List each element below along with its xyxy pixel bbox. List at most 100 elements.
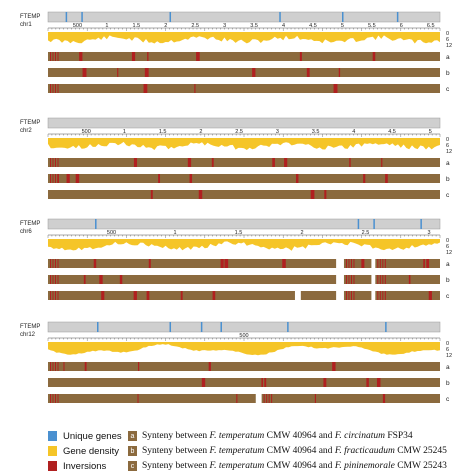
inversion-mark [137, 362, 140, 371]
inversion-mark [353, 259, 355, 268]
density-scale-label: 0 [446, 31, 449, 37]
comparison-row-label: b [446, 380, 450, 387]
inversion-mark [137, 394, 139, 403]
inversion-mark [57, 52, 59, 61]
inversion-mark [314, 394, 317, 403]
ruler-tick-label: 4 [352, 129, 355, 135]
inversion-mark [50, 174, 51, 183]
synteny-block [48, 158, 440, 167]
ruler-tick-label: 2.5 [191, 23, 199, 29]
ruler-tick-label: 5.5 [368, 23, 376, 29]
inversion-mark [377, 291, 379, 300]
inversion-mark [50, 362, 51, 371]
comparison-row-label: a [446, 261, 450, 268]
position-track [47, 321, 441, 333]
unique-gene-mark [373, 219, 375, 229]
inversion-mark [52, 174, 54, 183]
comparison-row-label: c [446, 192, 450, 199]
inversion-mark [379, 291, 381, 300]
inversion-mark [148, 259, 151, 268]
unique-gene-mark [200, 322, 203, 332]
density-scale-label: 12 [446, 250, 452, 256]
comparison-row-label: b [446, 176, 450, 183]
density-scale-label: 12 [446, 353, 452, 359]
inversion-mark [52, 291, 54, 300]
inversion-mark [282, 259, 286, 268]
chromosome-name-line1: FTEMP [20, 14, 40, 20]
inversion-mark [57, 291, 59, 300]
density-scale-label: 6 [446, 244, 449, 250]
comparison-row-label: a [446, 54, 450, 61]
ruler-tick-label: 1.5 [159, 129, 167, 135]
synteny-block [48, 362, 440, 371]
gene-density-area [48, 138, 440, 150]
unique-gene-mark [169, 322, 172, 332]
unique-gene-mark [97, 322, 99, 332]
inversion-mark [263, 394, 265, 403]
comparison-row-label: a [446, 160, 450, 167]
inversion-mark [384, 259, 386, 268]
inversion-mark [84, 362, 87, 371]
inversion-mark [187, 158, 192, 167]
ruler-tick-label: 4.5 [309, 23, 317, 29]
inversion-mark [196, 52, 200, 61]
inversion-mark [99, 275, 103, 284]
inversion-mark [133, 158, 138, 167]
inversion-mark [75, 174, 79, 183]
inversion-mark [55, 259, 56, 268]
inversion-mark [52, 275, 54, 284]
inversion-mark [366, 378, 369, 387]
inversion-mark [212, 291, 216, 300]
inversion-mark [194, 84, 196, 93]
inversion-mark [382, 394, 386, 403]
inversion-mark [57, 84, 59, 93]
inversion-mark [57, 394, 59, 403]
ruler-tick-label: 2 [164, 23, 167, 29]
inversion-mark [55, 174, 56, 183]
inversion-mark [57, 158, 59, 167]
inversion-mark [55, 52, 56, 61]
inversion-mark [57, 174, 59, 183]
gene-density-area [48, 239, 440, 251]
inversion-mark [52, 84, 54, 93]
inversion-mark [382, 291, 384, 300]
inversion-mark [52, 394, 54, 403]
unique-gene-mark [169, 12, 172, 22]
inversion-mark [50, 52, 51, 61]
chromosome-name-line1: FTEMP [20, 120, 40, 126]
inversion-mark [52, 259, 54, 268]
inversion-mark [345, 259, 347, 268]
inversion-mark [201, 378, 206, 387]
comparison-row-label: c [446, 86, 450, 93]
inversion-mark [284, 158, 288, 167]
unique-gene-mark [95, 219, 97, 229]
inversion-mark [158, 174, 161, 183]
inversion-mark [252, 68, 256, 77]
inversion-mark [55, 158, 56, 167]
comparison-row-label: b [446, 70, 450, 77]
inversion-mark [224, 259, 229, 268]
inversion-mark [299, 52, 302, 61]
synteny-block [48, 259, 337, 268]
inversion-mark [295, 174, 299, 183]
chromosome-name-line1: FTEMP [20, 221, 40, 227]
ruler-tick-label: 500 [73, 23, 82, 29]
inversion-mark [66, 174, 70, 183]
chromosome-name-line2: chr6 [20, 229, 32, 235]
inversion-mark [101, 291, 105, 300]
inversion-mark [381, 158, 383, 167]
synteny-block [48, 394, 256, 403]
synteny-block [48, 291, 295, 300]
synteny-block [48, 84, 440, 93]
position-track [47, 117, 441, 129]
ruler-tick-label: 5 [429, 129, 432, 135]
inversion-mark [338, 68, 341, 77]
inversion-mark [63, 362, 65, 371]
inversion-mark [348, 291, 350, 300]
chromosome-name-line2: chr1 [20, 22, 32, 28]
inversion-mark [150, 190, 153, 199]
ruler-tick-label: 500 [107, 230, 116, 236]
inversion-mark [384, 275, 386, 284]
